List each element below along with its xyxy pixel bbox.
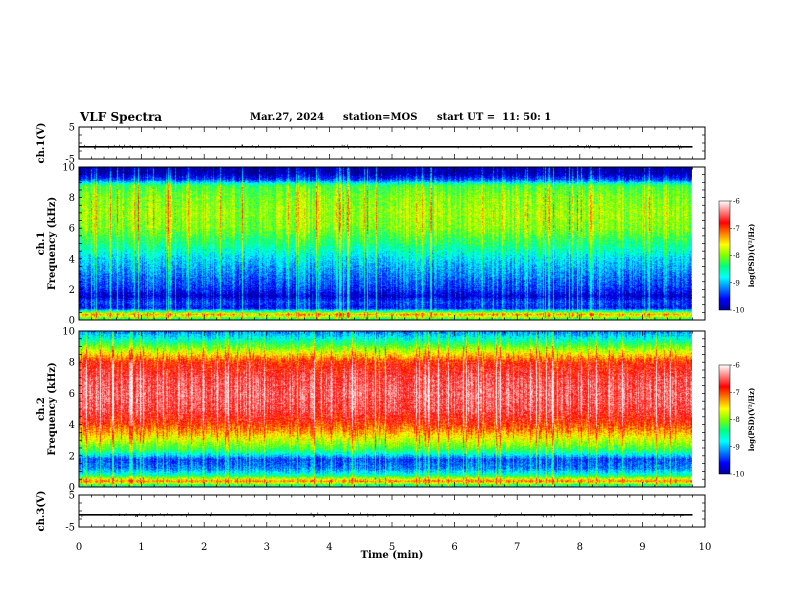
- ch2-spectrogram-ylabel: ch.2Frequency (kHz): [36, 362, 58, 455]
- ch2-spectrogram-colorbar: [718, 364, 731, 475]
- time-axis-tick-label: 4: [326, 542, 332, 553]
- ch1-spectrogram-colorbar-tick-label: -6: [733, 198, 740, 206]
- ch1-spectrogram-ytick-label: 10: [62, 163, 75, 174]
- ch2-spectrogram-ytick-label: 8: [69, 358, 75, 369]
- time-axis-tick-label: 10: [699, 542, 712, 553]
- ch2-spectrogram-colorbar-tick-label: -6: [733, 362, 740, 370]
- ch2-spectrogram-colorbar-tick-label: -10: [733, 471, 744, 479]
- ch1-spectrogram-colorbar-tick-label: -8: [733, 252, 740, 260]
- ch2-spectrogram-colorbar-tick-label: -7: [733, 389, 740, 397]
- ch2-spectrogram-ytick-label: 4: [69, 420, 75, 431]
- ch2-spectrogram-image: [79, 331, 692, 487]
- ch1-waveform-ytick-label: -5: [65, 155, 75, 166]
- ch1-spectrogram-ytick-label: 8: [69, 193, 75, 204]
- ch3-waveform-ytick-label: 5: [69, 491, 75, 502]
- time-axis-tick-label: 5: [389, 542, 395, 553]
- ch2-spectrogram-colorbar-tick-label: -8: [733, 416, 740, 424]
- ch1-spectrogram-colorbar-tick-label: -7: [733, 225, 740, 233]
- ch1-waveform-ytick-label: 5: [69, 123, 75, 134]
- ch1-spectrogram-image: [79, 167, 692, 320]
- ch2-spectrogram-ytick-label: 6: [69, 389, 75, 400]
- time-axis-tick-label: 7: [514, 542, 520, 553]
- ch1-spectrogram-colorbar-tick-label: -10: [733, 307, 744, 315]
- ch1-spectrogram-ylabel: ch.1Frequency (kHz): [36, 197, 58, 290]
- ch2-spectrogram-colorbar-tick-label: -9: [733, 443, 740, 451]
- time-axis-tick-label: 9: [639, 542, 645, 553]
- ch3-waveform-ylabel: ch.3(V): [36, 490, 47, 531]
- ch1-waveform-ylabel: ch.1(V): [36, 122, 47, 163]
- chart-title: VLF Spectra: [80, 110, 163, 124]
- time-axis-tick-label: 2: [201, 542, 207, 553]
- ch1-waveform-spikes: [84, 144, 682, 150]
- ch1-spectrogram-colorbar-tick-label: -9: [733, 279, 740, 287]
- time-axis-tick-label: 0: [76, 542, 82, 553]
- ch1-spectrogram-ytick-label: 2: [69, 285, 75, 296]
- ch2-spectrogram-ytick-label: 2: [69, 451, 75, 462]
- ch1-spectrogram-ytick-label: 6: [69, 224, 75, 235]
- station-label: station=MOS: [343, 112, 418, 123]
- ch2-spectrogram-ytick-label: 0: [69, 483, 75, 494]
- ch2-spectrogram-colorbar-label: log(PSD)(V²/Hz): [747, 388, 756, 452]
- time-axis-tick-label: 6: [451, 542, 457, 553]
- time-axis-label: Time (min): [361, 550, 424, 561]
- ch1-spectrogram-ytick-label: 4: [69, 254, 75, 265]
- ch3-waveform-ytick-label: -5: [65, 523, 75, 534]
- start-time-label: start UT = 11: 50: 1: [437, 112, 552, 123]
- time-axis-tick-label: 1: [138, 542, 144, 553]
- ch1-spectrogram-colorbar: [718, 200, 731, 311]
- ch3-waveform-spikes: [81, 512, 684, 518]
- date-label: Mar.27, 2024: [250, 112, 325, 123]
- ch1-spectrogram-ytick-label: 0: [69, 316, 75, 327]
- ch1-spectrogram-colorbar-label: log(PSD)(V²/Hz): [747, 224, 756, 288]
- time-axis-tick-label: 3: [264, 542, 270, 553]
- time-axis-tick-label: 8: [577, 542, 583, 553]
- ch2-spectrogram-ytick-label: 10: [62, 327, 75, 338]
